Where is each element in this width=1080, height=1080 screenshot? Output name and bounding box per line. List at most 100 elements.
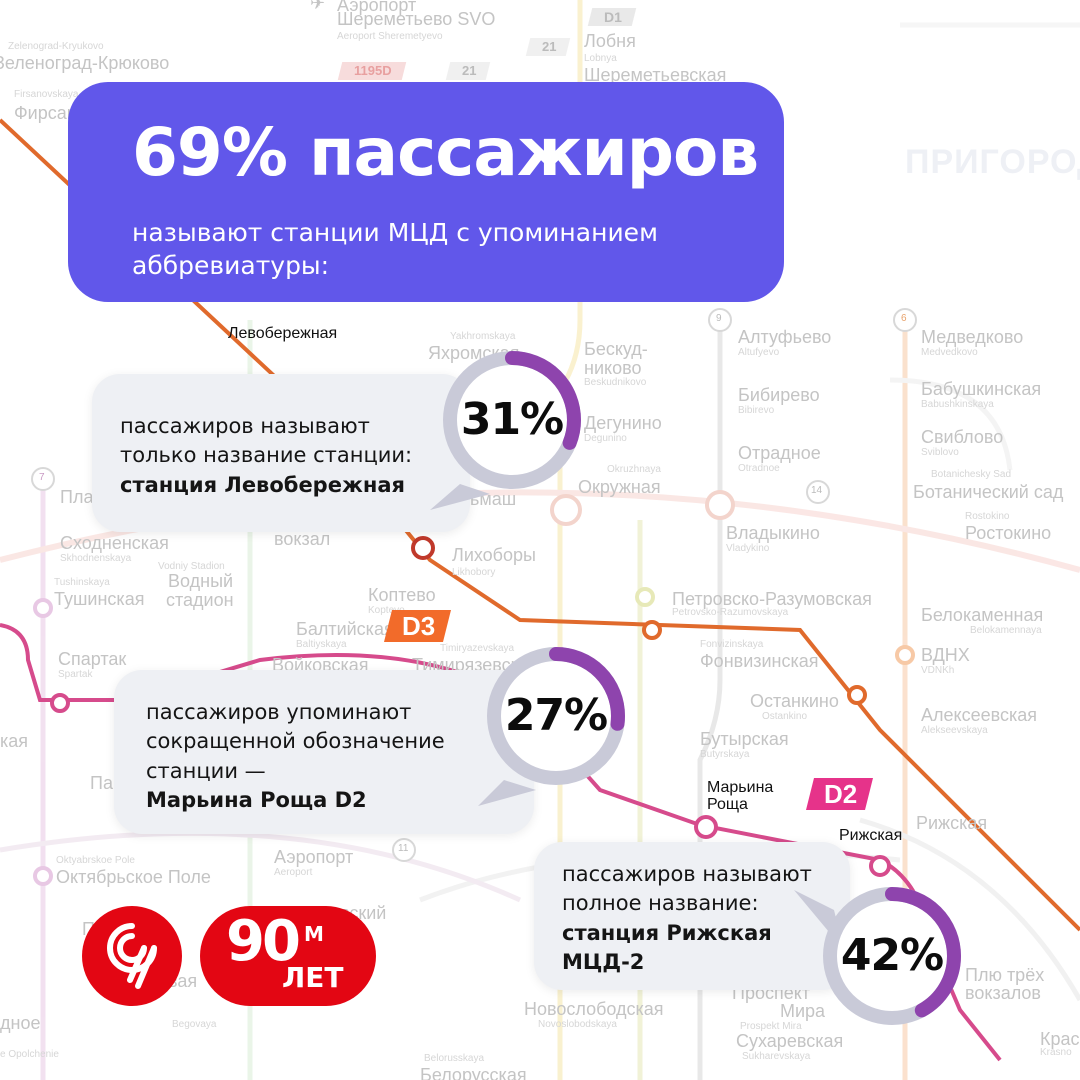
station-belokamennaya-tr: Belokamennaya (970, 625, 1042, 636)
station-botanichesky-tr: Botanichesky Sad (931, 469, 1012, 480)
station-otradnoe-tr: Otradnoe (738, 463, 780, 474)
stat-card-3-highlight: станция Рижская МЦД-2 (562, 920, 772, 975)
okruzhnaya-dot (550, 494, 582, 526)
bubble-1-tail (430, 484, 490, 510)
station-belokamennaya: Белокаменная (921, 605, 1044, 625)
station-opolchenie-tr: e Opolchenie (0, 1049, 59, 1060)
station-koptevo-tr: Koptevo (368, 605, 405, 616)
station-sukharevskaya: Сухаревская (736, 1031, 844, 1051)
headline-title: 69% пассажиров (132, 114, 759, 191)
station-sviblovo-tr: Sviblovo (921, 447, 959, 458)
ring-3-progress (823, 887, 961, 1025)
likhobory-station-dot (411, 536, 435, 560)
station-aeroport: Аэропорт (274, 847, 354, 867)
station-sheremetyevo-tr: Aeroport Sheremetyevo (337, 31, 443, 42)
station-fonvizinskaya-tr: Fonvizinskaya (700, 639, 764, 650)
station-aeroport-tr: Aeroport (274, 867, 313, 878)
line-14-circle (806, 480, 830, 504)
stat-card-2-description: пассажиров упоминают сокращенной обознач… (146, 700, 445, 783)
station-levoberezhnaya: Левобережная (228, 325, 338, 342)
station-altufyevo-tr: Altufyevo (738, 347, 780, 358)
station-skhodnenskaya-tr: Skhodnenskaya (60, 553, 132, 564)
metro-m-letter: М (304, 922, 324, 946)
bubble-2-tail (478, 780, 536, 806)
station-komsomolskaya-2: вокзалов (965, 983, 1041, 1003)
stat-card-1-highlight: станция Левобережная (120, 472, 406, 497)
zone-prigorod: ПРИГОРОД (905, 143, 1080, 181)
station-butyrskaya: Бутырская (700, 729, 789, 749)
station-belorusskaya: Белорусская (420, 1065, 527, 1080)
station-okruzhnaya-tr: Okruzhnaya (607, 464, 661, 475)
line-6-circle (893, 308, 917, 332)
station-pa: Па (90, 773, 113, 793)
headline-subtitle: называют станции МЦД с упоминанием аббре… (132, 218, 658, 280)
station-otradnoe: Отрадное (738, 443, 821, 463)
station-tushinskaya-tr: Tushinskaya (54, 577, 110, 588)
station-voykovskaya: Войковская (272, 655, 369, 675)
line-14-number: 14 (811, 485, 823, 496)
station-komsomolskaya-1: Плю трёх (965, 965, 1045, 985)
station-lobnya: Лобня (584, 31, 636, 51)
stat-card-2: пассажиров упоминают сокращенной обознач… (114, 670, 534, 834)
route-1195d-badge: 1195D (337, 62, 406, 80)
vladykino-dot (705, 490, 735, 520)
station-belorusskaya-tr: Belorusskaya (424, 1053, 485, 1064)
stat-bubble-2 (478, 647, 625, 806)
station-airport: Аэропорт (337, 0, 417, 15)
station-kaya: кая (0, 731, 29, 751)
station-babushkinskaya-tr: Babushkinskaya (921, 399, 994, 410)
station-baltiyskaya-tr: Baltiyskaya (296, 639, 347, 650)
station-novoslobodskaya: Новослободская (524, 999, 664, 1019)
station-medvedkovo: Медведково (921, 327, 1024, 347)
line-6-number: 6 (901, 313, 907, 324)
petrovsko-dot (642, 620, 662, 640)
rizhskaya-dot (869, 855, 891, 877)
station-beskudnikovo-tr: Beskudnikovo (584, 377, 647, 388)
station-alekseevskaya-tr: Alekseevskaya (921, 725, 988, 736)
line-9-circle (708, 308, 732, 332)
moscow-transport-logo (82, 906, 182, 1006)
station-spartak: Спартак (58, 649, 127, 669)
station-alekseevskaya: Алексеевская (921, 705, 1038, 725)
route-21-badge-b: 21 (445, 62, 491, 80)
anniversary-years: ЛЕТ (282, 961, 344, 994)
station-petrovsko: Петровско-Разумовская (672, 589, 872, 609)
station-sheremetyevskaya: Шереметьевская (584, 65, 727, 85)
station-tushinskaya: Тушинская (54, 589, 145, 609)
station-vdnh-tr: VDNKh (921, 665, 955, 676)
station-oktyabrskoe: Октябрьское Поле (56, 867, 211, 887)
station-medvedkovo-tr: Medvedkovo (921, 347, 978, 358)
transport-logo-circle (82, 906, 182, 1006)
station-timiryazevskaya-tr: Timiryazevskaya (440, 643, 515, 654)
stat-card-3: пассажиров называют полное название: ста… (534, 842, 850, 990)
route-21-badge-a: 21 (525, 38, 571, 56)
transport-logo-mark (107, 923, 157, 989)
metro-90-years-logo: 90 М ЛЕТ (200, 906, 376, 1006)
station-likhobory-tr: Likhobory (452, 567, 496, 578)
station-rostokino-tr: Rostokino (965, 511, 1010, 522)
station-altufyevo: Алтуфьево (738, 327, 832, 347)
station-degunino: Дегунино (584, 413, 662, 433)
anniversary-number: 90 (226, 909, 301, 974)
line-11-number: 11 (398, 843, 409, 854)
station-beg-tr: Begovaya (172, 1019, 217, 1030)
station-vodny-tr: Vodniy Stadion (158, 561, 225, 572)
d1-badge: D1 (587, 8, 637, 26)
maryina-roshcha-dot (694, 815, 718, 839)
station-zelenograd-tr: Zelenograd-Kryukovo (8, 41, 104, 52)
stat-percent-2: 27% (504, 690, 608, 741)
station-prospekt-2: Мира (780, 1001, 826, 1021)
station-oktyabrskoe-tr: Oktyabrskoe Pole (56, 855, 135, 866)
station-baltiyskaya: Балтийская (296, 619, 394, 639)
d2-badge: D2 (806, 778, 874, 810)
petrovsko-interchange-dot (635, 587, 655, 607)
stat-card-3-description: пассажиров называют полное название: (562, 862, 812, 916)
station-vladykino-tr: Vladykino (726, 543, 770, 554)
d3-badge: D3 (384, 610, 452, 642)
station-rizhskaya: Рижская (839, 827, 903, 844)
station-ostankino: Останкино (750, 691, 839, 711)
station-opolchenie: дное (0, 1013, 41, 1033)
station-vokzal: вокзал (274, 529, 331, 549)
station-butyrskaya-tr: Butyrskaya (700, 749, 750, 760)
station-plan: Пла (60, 487, 94, 507)
